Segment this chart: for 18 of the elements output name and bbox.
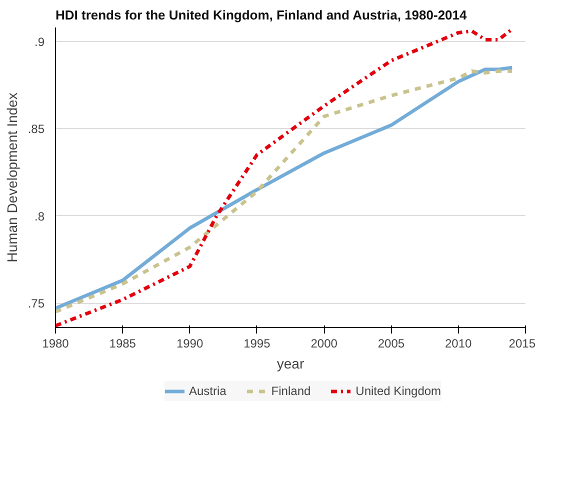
x-tick-label: 1990 xyxy=(176,336,204,350)
y-tick-label: .75 xyxy=(28,296,45,311)
legend-label: Finland xyxy=(271,384,311,398)
y-axis-title: Human Development Index xyxy=(4,92,20,262)
chart-title: HDI trends for the United Kingdom, Finland and Austria, 1980-2014 xyxy=(56,8,468,22)
legend-label: United Kingdom xyxy=(356,384,442,398)
x-axis-title: year xyxy=(276,356,304,372)
y-tick-label: .85 xyxy=(28,122,45,136)
legend-label: Austria xyxy=(188,384,226,398)
x-tick-label: 1985 xyxy=(109,336,136,350)
x-tick-label: 2000 xyxy=(310,336,338,350)
y-tick-label: .9 xyxy=(34,34,45,49)
x-tick-label: 1995 xyxy=(244,336,271,350)
x-tick-label: 2005 xyxy=(378,336,405,350)
x-tick-label: 1980 xyxy=(42,336,70,350)
x-tick-label: 2015 xyxy=(508,336,536,350)
x-tick-label: 2010 xyxy=(445,336,472,350)
y-tick-label: .8 xyxy=(34,209,45,224)
